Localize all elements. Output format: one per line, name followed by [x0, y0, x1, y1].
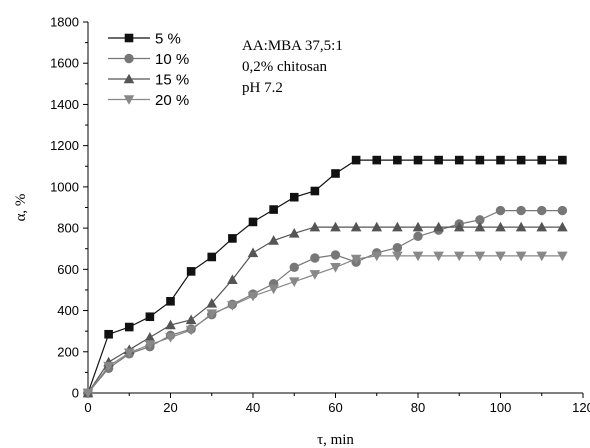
- data-point: [414, 156, 423, 165]
- data-point: [372, 156, 381, 165]
- y-tick-label: 1400: [50, 97, 79, 112]
- data-point: [104, 330, 113, 339]
- data-point: [228, 234, 237, 243]
- data-point: [269, 205, 278, 214]
- legend-label: 15 %: [155, 72, 189, 89]
- legend-marker: [125, 34, 134, 43]
- data-point: [310, 253, 319, 262]
- x-tick-label: 60: [328, 400, 342, 415]
- data-point: [187, 267, 196, 276]
- y-tick-label: 1800: [50, 15, 79, 30]
- data-point: [558, 206, 567, 215]
- data-point: [434, 156, 443, 165]
- data-point: [558, 156, 567, 165]
- x-tick-label: 120: [572, 400, 590, 415]
- data-point: [311, 187, 320, 196]
- legend-label: 10 %: [155, 51, 189, 68]
- annotation-text: 0,2% chitosan: [242, 59, 327, 75]
- data-point: [455, 156, 464, 165]
- data-point: [413, 232, 422, 241]
- data-point: [207, 253, 216, 262]
- data-point: [352, 156, 361, 165]
- data-point: [496, 156, 505, 165]
- annotation-text: AA:MBA 37,5:1: [242, 38, 343, 54]
- x-tick-label: 0: [84, 400, 91, 415]
- y-tick-label: 600: [57, 262, 79, 277]
- x-tick-label: 100: [490, 400, 512, 415]
- data-point: [496, 206, 505, 215]
- y-tick-label: 800: [57, 221, 79, 236]
- legend-label: 20 %: [155, 92, 189, 109]
- data-point: [125, 323, 134, 332]
- x-tick-label: 80: [411, 400, 425, 415]
- y-axis-title: α, %: [13, 194, 29, 222]
- data-point: [166, 297, 175, 306]
- x-tick-label: 20: [163, 400, 177, 415]
- y-tick-label: 200: [57, 344, 79, 359]
- data-point: [537, 156, 546, 165]
- y-tick-label: 1600: [50, 56, 79, 71]
- legend-marker: [124, 54, 133, 63]
- data-point: [393, 156, 402, 165]
- data-point: [146, 312, 155, 321]
- data-point: [476, 156, 485, 165]
- annotation-text: pH 7.2: [242, 80, 283, 96]
- y-tick-label: 1200: [50, 138, 79, 153]
- data-point: [393, 243, 402, 252]
- data-point: [537, 206, 546, 215]
- x-axis-title: τ, min: [317, 432, 354, 448]
- y-tick-label: 1000: [50, 179, 79, 194]
- data-point: [331, 169, 340, 178]
- x-tick-label: 40: [246, 400, 260, 415]
- data-point: [290, 263, 299, 272]
- data-point: [516, 206, 525, 215]
- data-point: [249, 218, 258, 227]
- data-point: [517, 156, 526, 165]
- data-point: [290, 193, 299, 202]
- y-tick-label: 400: [57, 303, 79, 318]
- legend-label: 5 %: [155, 31, 181, 48]
- y-tick-label: 0: [72, 386, 79, 401]
- data-point: [331, 250, 340, 259]
